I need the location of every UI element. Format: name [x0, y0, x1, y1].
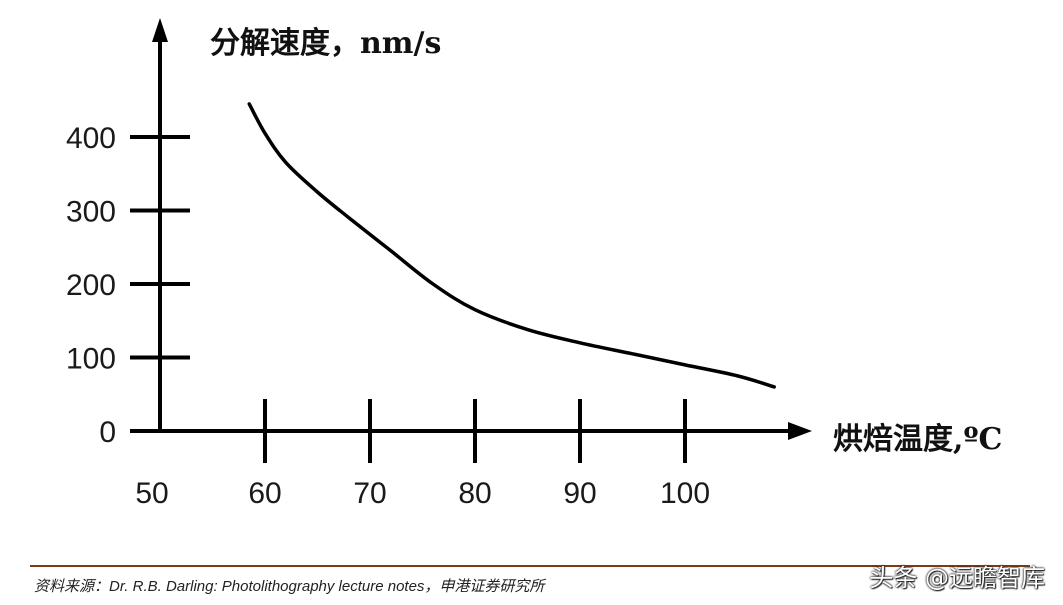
- y-tick-label: 100: [66, 343, 116, 376]
- x-tick-label: 50: [135, 477, 168, 510]
- watermark: 头条 @远瞻智库: [869, 564, 1045, 592]
- tick-labels: 0 100 200 300 400 50 60 70 80 90 100: [66, 122, 710, 510]
- x-tick-label: 80: [458, 477, 491, 510]
- x-axis-title: 烘焙温度,ºC: [833, 422, 1002, 457]
- x-tick-label: 60: [248, 477, 281, 510]
- y-tick-label: 200: [66, 269, 116, 302]
- y-tick-label: 300: [66, 196, 116, 229]
- x-axis-arrow: [788, 422, 812, 440]
- y-tick-label: 0: [99, 416, 116, 449]
- x-tick-label: 70: [353, 477, 386, 510]
- x-tick-label: 100: [660, 477, 710, 510]
- y-axis-arrow: [152, 18, 168, 42]
- axes: [130, 18, 812, 440]
- source-divider: [30, 565, 1030, 567]
- ticks: [130, 135, 687, 463]
- y-axis-title: 分解速度，nm/s: [210, 26, 441, 61]
- y-tick-label: 400: [66, 122, 116, 155]
- source-note: 资料来源：Dr. R.B. Darling: Photolithography …: [34, 578, 545, 595]
- x-tick-label: 90: [563, 477, 596, 510]
- series-group: [247, 102, 776, 389]
- series-line: [247, 102, 776, 389]
